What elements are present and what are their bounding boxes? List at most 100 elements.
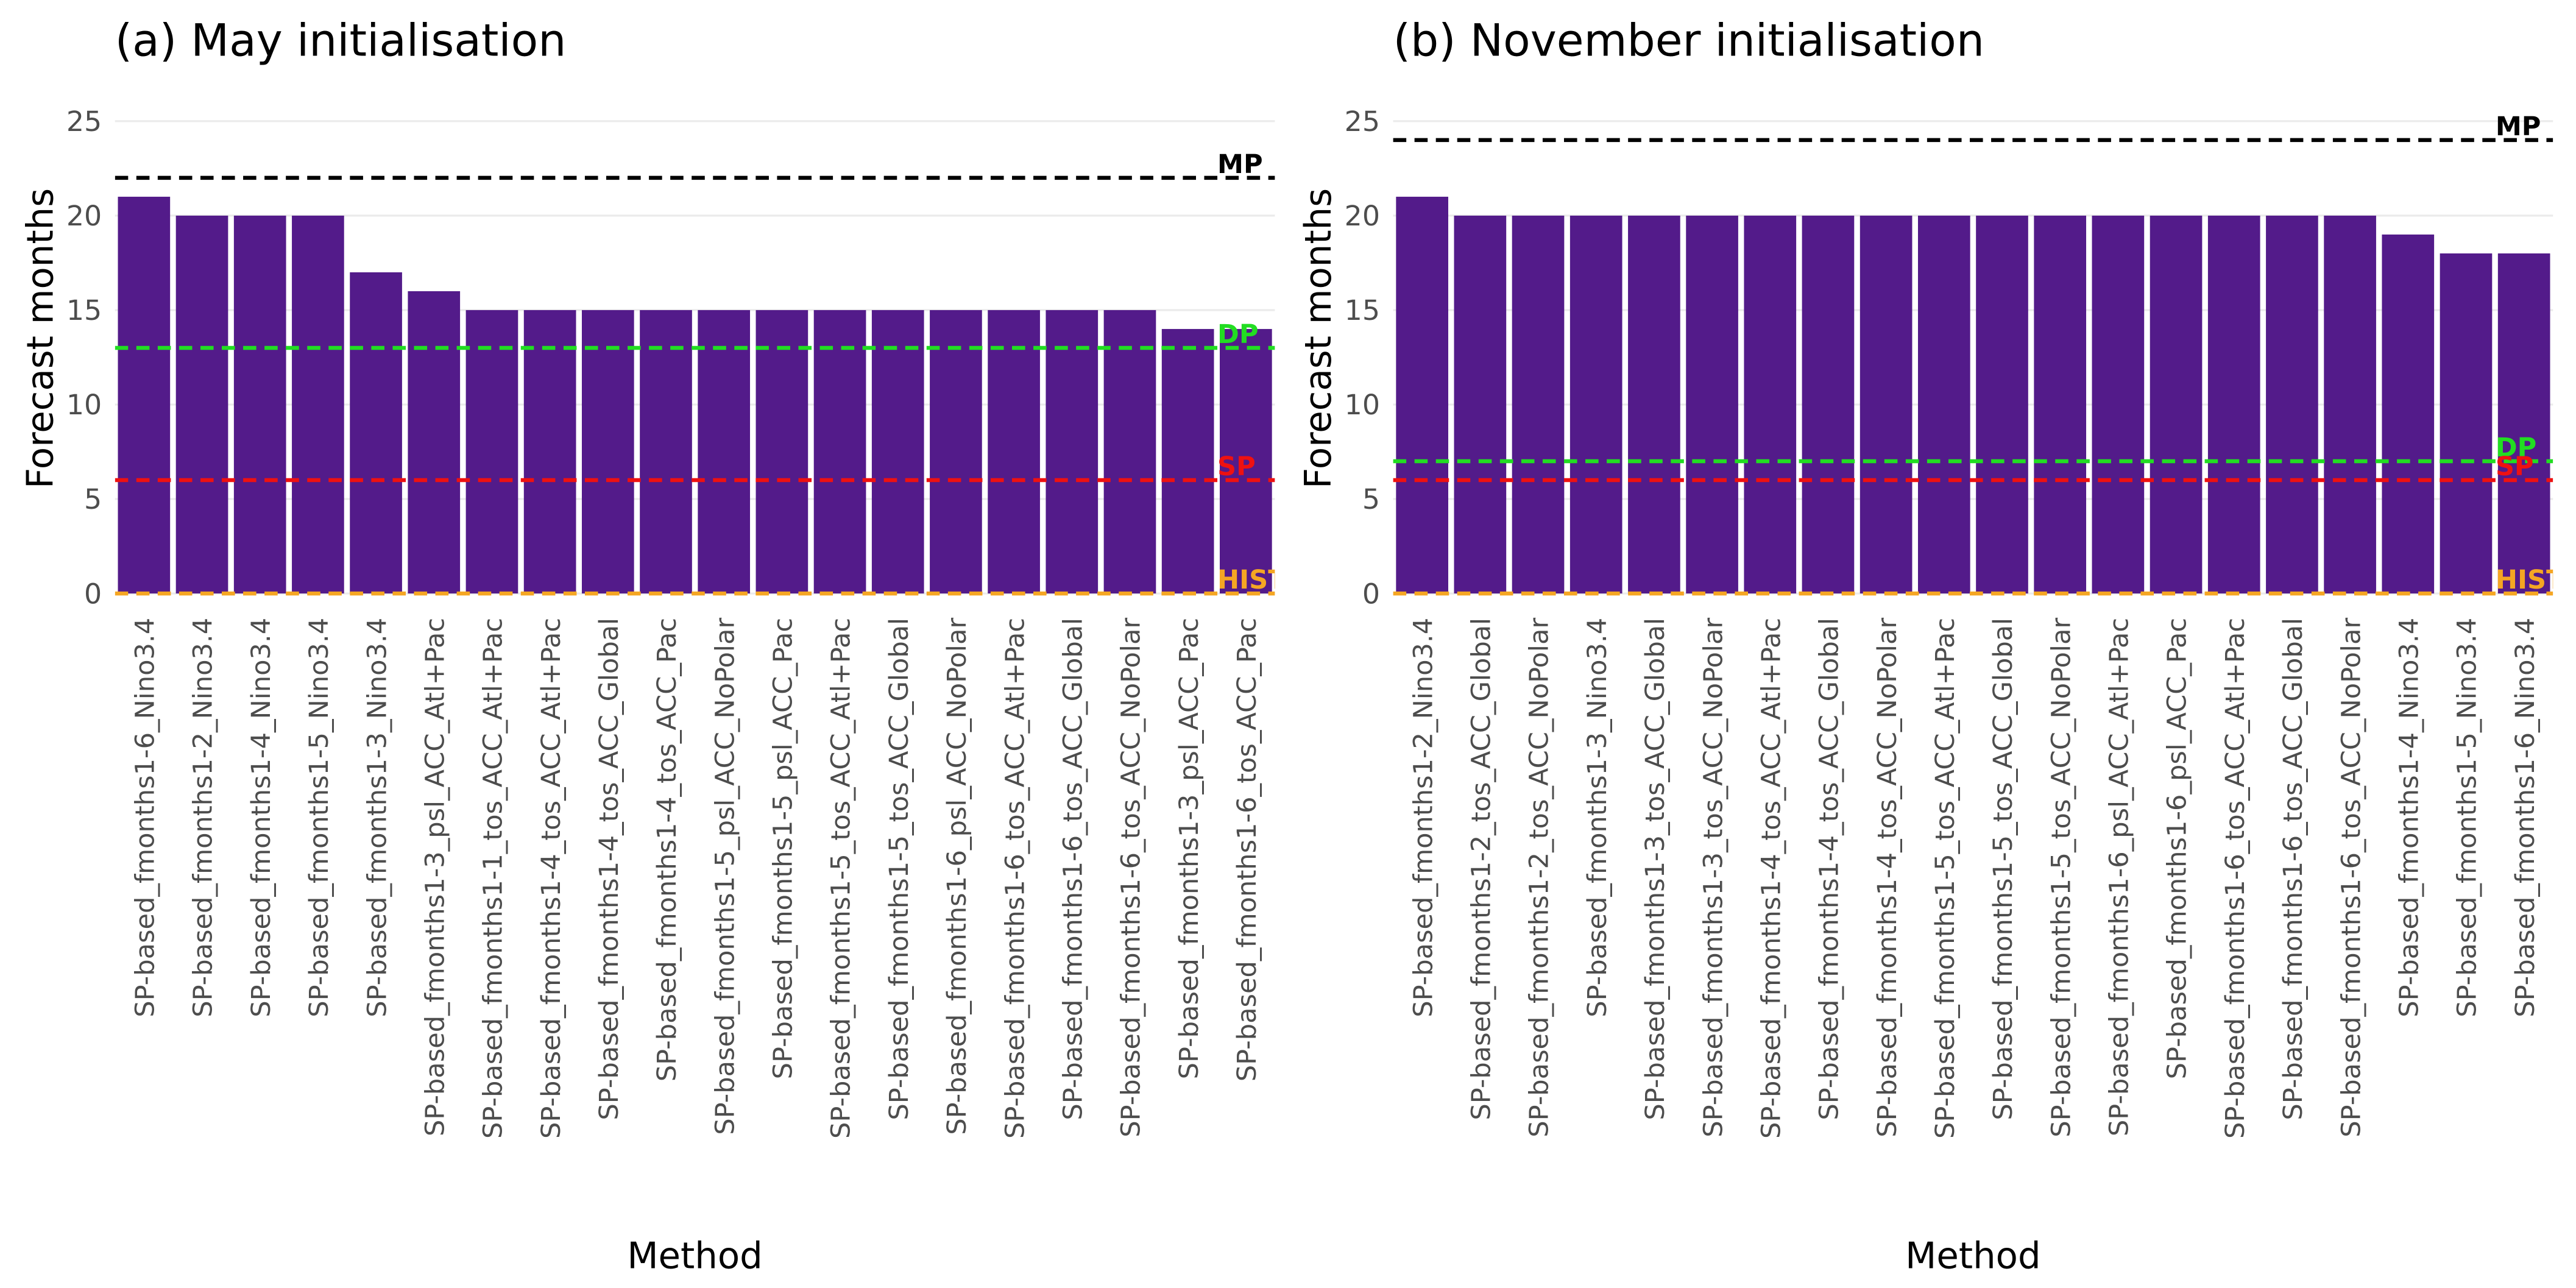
bar xyxy=(1512,215,1565,594)
x-tick-label: SP-based_fmonths1-3_psl_ACC_Atl+Pac xyxy=(420,618,450,1136)
x-tick-label: SP-based_fmonths1-5_psl_ACC_Pac xyxy=(768,618,799,1079)
bar xyxy=(2034,215,2087,594)
bar xyxy=(698,310,751,594)
x-tick-label: SP-based_fmonths1-3_tos_ACC_Global xyxy=(1640,618,1671,1120)
x-tick-label: SP-based_fmonths1-6_psl_ACC_Pac xyxy=(2162,618,2193,1079)
bar xyxy=(350,272,402,594)
x-tick-label: SP-based_fmonths1-3_psl_ACC_Pac xyxy=(1174,618,1205,1079)
bar xyxy=(2382,234,2435,594)
bar xyxy=(292,215,344,594)
y-tick-label: 25 xyxy=(66,105,102,138)
bar xyxy=(1628,215,1680,594)
bar xyxy=(1976,215,2028,594)
bar xyxy=(1161,328,1214,594)
y-tick-label: 0 xyxy=(84,577,102,610)
x-tick-label: SP-based_fmonths1-6_psl_ACC_Atl+Pac xyxy=(2104,618,2135,1136)
bar xyxy=(1744,215,1797,594)
y-tick-label: 10 xyxy=(1345,388,1380,421)
y-tick-label: 15 xyxy=(1345,294,1380,327)
y-tick-label: 10 xyxy=(66,388,102,421)
bar xyxy=(118,196,171,594)
y-tick-label: 15 xyxy=(66,294,102,327)
reference-label: HIST xyxy=(1217,565,1286,595)
bar xyxy=(2092,215,2145,594)
bar xyxy=(988,310,1040,594)
x-tick-label: SP-based_fmonths1-1_tos_ACC_Atl+Pac xyxy=(478,618,509,1139)
bar xyxy=(2324,215,2376,594)
x-tick-label: SP-based_fmonths1-4_Nino3.4 xyxy=(2394,618,2424,1017)
bar xyxy=(175,215,228,594)
bar xyxy=(1103,310,1156,594)
y-axis-label: Forecast months xyxy=(19,188,61,489)
x-tick-label: SP-based_fmonths1-4_Nino3.4 xyxy=(246,618,277,1017)
bar xyxy=(1686,215,1738,594)
x-axis-label: Method xyxy=(1905,1235,2040,1277)
bar xyxy=(1802,215,1855,594)
bar xyxy=(1859,215,1913,594)
bar xyxy=(1046,310,1099,594)
y-tick-label: 0 xyxy=(1362,577,1380,610)
chart-title: (b) November initialisation xyxy=(1393,15,1984,67)
bar xyxy=(408,291,461,594)
bar xyxy=(2150,215,2203,594)
x-tick-label: SP-based_fmonths1-6_tos_ACC_Pac xyxy=(1232,618,1262,1081)
x-tick-label: SP-based_fmonths1-4_tos_ACC_Global xyxy=(1814,618,1845,1120)
x-tick-label: SP-based_fmonths1-6_psl_ACC_NoPolar xyxy=(942,618,972,1135)
bar xyxy=(2440,253,2493,594)
y-tick-label: 20 xyxy=(1345,199,1380,232)
x-tick-label: SP-based_fmonths1-6_tos_ACC_Atl+Pac xyxy=(1000,618,1030,1139)
y-tick-label: 25 xyxy=(1345,105,1380,138)
x-tick-label: SP-based_fmonths1-4_tos_ACC_Atl+Pac xyxy=(536,618,567,1139)
x-tick-label: SP-based_fmonths1-2_tos_ACC_NoPolar xyxy=(1524,618,1555,1138)
bar xyxy=(2266,215,2318,594)
bar xyxy=(523,310,576,594)
x-tick-label: SP-based_fmonths1-4_tos_ACC_NoPolar xyxy=(1872,618,1903,1138)
reference-label: MP xyxy=(2496,111,2541,142)
bar xyxy=(1220,328,1272,594)
bar xyxy=(1917,215,1970,594)
x-tick-label: SP-based_fmonths1-3_Nino3.4 xyxy=(362,618,392,1017)
x-tick-label: SP-based_fmonths1-6_tos_ACC_Global xyxy=(1058,618,1088,1120)
y-axis-label: Forecast months xyxy=(1297,188,1339,489)
x-tick-label: SP-based_fmonths1-3_Nino3.4 xyxy=(1582,618,1613,1017)
x-tick-label: SP-based_fmonths1-6_Nino3.4 xyxy=(2510,618,2541,1017)
x-tick-label: SP-based_fmonths1-4_tos_ACC_Atl+Pac xyxy=(1756,618,1786,1139)
x-tick-label: SP-based_fmonths1-5_tos_ACC_Atl+Pac xyxy=(826,618,857,1139)
y-tick-label: 5 xyxy=(1362,483,1380,515)
reference-label: SP xyxy=(1217,451,1256,482)
bar xyxy=(2497,253,2550,594)
x-tick-label: SP-based_fmonths1-5_tos_ACC_Global xyxy=(884,618,915,1120)
chart-title: (a) May initialisation xyxy=(115,15,567,67)
bar xyxy=(1569,215,1622,594)
x-tick-label: SP-based_fmonths1-6_tos_ACC_Atl+Pac xyxy=(2220,618,2251,1139)
x-tick-label: SP-based_fmonths1-2_Nino3.4 xyxy=(188,618,219,1017)
bar xyxy=(930,310,982,594)
bar xyxy=(1454,215,1507,594)
reference-label: DP xyxy=(1217,319,1258,350)
bar xyxy=(2207,215,2260,594)
x-tick-label: SP-based_fmonths1-6_tos_ACC_Global xyxy=(2278,618,2309,1120)
bar xyxy=(813,310,866,594)
x-tick-label: SP-based_fmonths1-6_tos_ACC_NoPolar xyxy=(2336,618,2366,1138)
x-tick-label: SP-based_fmonths1-5_tos_ACC_Atl+Pac xyxy=(1930,618,1961,1139)
x-axis-label: Method xyxy=(627,1235,762,1277)
reference-label: SP xyxy=(2496,451,2534,482)
x-tick-label: SP-based_fmonths1-3_tos_ACC_NoPolar xyxy=(1698,618,1729,1138)
bar xyxy=(871,310,924,594)
bar xyxy=(1396,196,1448,594)
x-tick-label: SP-based_fmonths1-2_tos_ACC_Global xyxy=(1467,618,1497,1120)
x-tick-label: SP-based_fmonths1-5_Nino3.4 xyxy=(2452,618,2483,1017)
bar xyxy=(755,310,809,594)
x-tick-label: SP-based_fmonths1-2_Nino3.4 xyxy=(1408,618,1438,1017)
x-tick-label: SP-based_fmonths1-5_Nino3.4 xyxy=(304,618,334,1017)
x-tick-label: SP-based_fmonths1-6_tos_ACC_NoPolar xyxy=(1116,618,1147,1138)
x-tick-label: SP-based_fmonths1-6_Nino3.4 xyxy=(130,618,161,1017)
reference-label: DP xyxy=(2496,433,2536,463)
x-tick-label: SP-based_fmonths1-4_tos_ACC_Global xyxy=(594,618,625,1120)
bar xyxy=(581,310,634,594)
reference-label: HIST xyxy=(2496,565,2564,595)
